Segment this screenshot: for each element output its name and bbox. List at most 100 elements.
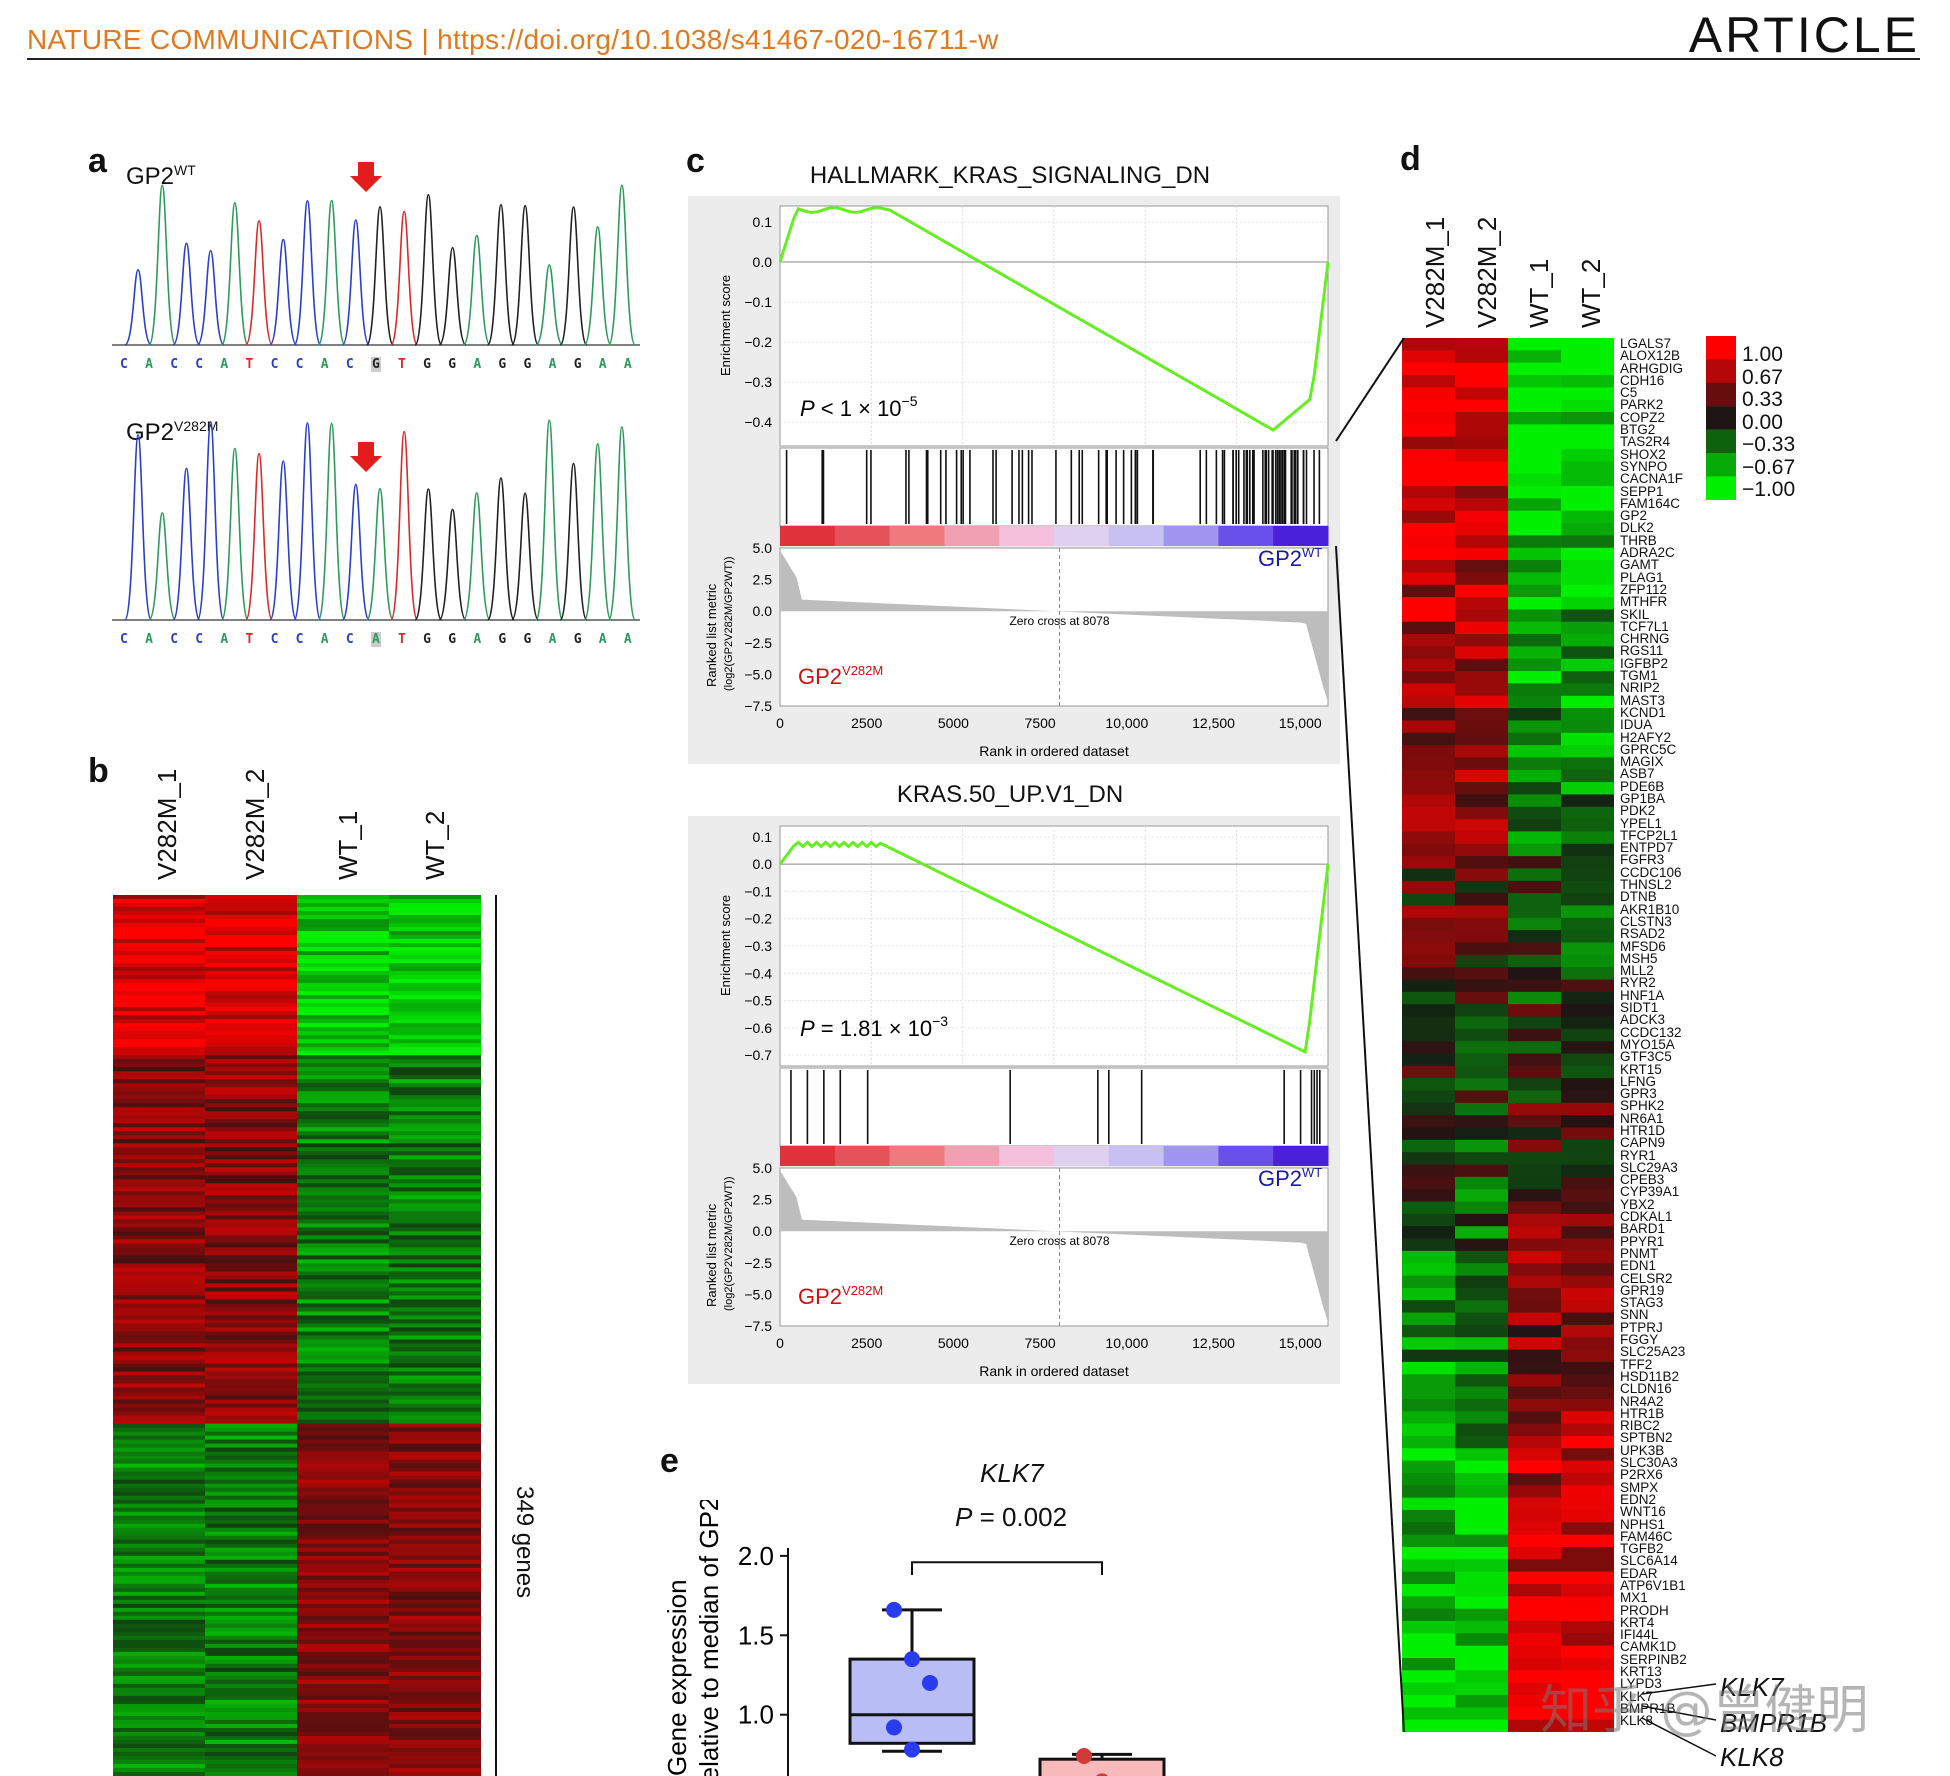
heatmap-cell: [297, 1751, 390, 1757]
heatmap-cell: [1561, 843, 1614, 857]
heatmap-cell: [113, 1667, 206, 1673]
heatmap-cell: [205, 1387, 298, 1393]
heatmap-cell: [113, 1331, 206, 1337]
gene-label: RYR2: [1620, 975, 1656, 991]
heatmap-cell: [389, 1171, 481, 1176]
heatmap-cell: [1561, 547, 1614, 561]
heatmap-cell: [113, 1759, 206, 1765]
heatmap-cell: [389, 1527, 481, 1533]
heatmap-cell: [113, 1695, 206, 1701]
heatmap-cell: [205, 1171, 298, 1176]
heatmap-cell: [297, 1611, 390, 1617]
heatmap-cell: [389, 971, 481, 976]
x-tick-label: 7500: [1025, 1335, 1056, 1351]
heatmap-cell: [205, 1151, 298, 1156]
gene-label: PRODH: [1620, 1602, 1669, 1618]
heatmap-cell: [389, 1055, 481, 1060]
panel-a-label: a: [88, 142, 107, 180]
heatmap-cell: [389, 1219, 481, 1224]
heatmap-cell: [1455, 1657, 1509, 1671]
heatmap-cell: [1508, 1053, 1562, 1067]
base-letter: A: [320, 632, 329, 647]
heatmap-cell: [113, 1475, 206, 1481]
heatmap-cell: [389, 1027, 481, 1032]
heatmap-cell: [1508, 1435, 1562, 1449]
gene-label: SIDT1: [1620, 1000, 1659, 1016]
heatmap-cell: [205, 1515, 298, 1521]
heatmap-cell: [205, 1511, 298, 1517]
rank-gradient-segment: [944, 1146, 1000, 1166]
heatmap-cell: [1561, 1571, 1614, 1585]
heatmap-cell: [1561, 1719, 1614, 1732]
heatmap-cell: [205, 1655, 298, 1661]
heatmap-cell: [1508, 449, 1562, 462]
base-letter: G: [423, 357, 431, 372]
heatmap-cell: [113, 1447, 206, 1453]
heatmap-cell: [1508, 338, 1562, 351]
heatmap-cell: [205, 1043, 298, 1048]
heatmap-cell: [389, 1499, 481, 1505]
heatmap-cell: [205, 1243, 298, 1248]
heatmap-cell: [1561, 658, 1614, 672]
gene-label: SPHK2: [1620, 1098, 1665, 1114]
y-tick-label: 2.0: [738, 1541, 774, 1571]
heatmap-cell: [297, 1599, 390, 1605]
heatmap-cell: [297, 1771, 390, 1776]
heatmap-cell: [113, 1071, 206, 1076]
heatmap-cell: [1402, 1522, 1456, 1536]
heatmap-cell: [1402, 510, 1456, 524]
heatmap-cell: [205, 1503, 298, 1509]
heatmap-cell: [113, 1635, 206, 1641]
heatmap-cell: [1508, 708, 1562, 722]
heatmap-cell: [113, 1643, 206, 1649]
heatmap-cell: [113, 1079, 206, 1084]
ranked-tick-label: 0.0: [753, 1223, 773, 1239]
gene-label: SEPP1: [1620, 483, 1664, 499]
heatmap-cell: [1508, 930, 1562, 944]
heatmap-cell: [1402, 1645, 1456, 1659]
heatmap-cell: [113, 1347, 206, 1353]
ranked-tick-label: −7.5: [744, 1318, 772, 1334]
heatmap-cell: [297, 1271, 390, 1277]
arrow-down-icon: [350, 162, 382, 192]
heatmap-cell: [389, 1619, 481, 1625]
heatmap-cell: [205, 1255, 298, 1261]
heatmap-cell: [1561, 1448, 1614, 1462]
heatmap-cell: [389, 1551, 481, 1557]
data-point: [886, 1719, 902, 1736]
heatmap-cell: [1402, 1374, 1456, 1388]
gene-label: CYP39A1: [1620, 1184, 1680, 1200]
heatmap-cell: [297, 1551, 390, 1557]
heatmap-cell: [1455, 1374, 1509, 1388]
callout-bmpr1b: BMPR1B: [1720, 1708, 1827, 1738]
heatmap-cell: [1455, 498, 1509, 512]
heatmap-cell: [389, 1355, 481, 1361]
heatmap-cell: [1455, 782, 1509, 796]
heatmap-cell: [1561, 1065, 1614, 1079]
chromatogram-peak: [172, 467, 201, 621]
heatmap-cell: [1455, 1065, 1509, 1079]
heatmap-cell: [205, 1643, 298, 1649]
heatmap-cell: [205, 1559, 298, 1565]
heatmap-cell: [1455, 1263, 1509, 1277]
group-label-mutant: GP2V282M: [798, 1283, 883, 1309]
heatmap-cell: [113, 943, 206, 948]
heatmap-cell: [1455, 1509, 1509, 1523]
heatmap-cell: [1402, 942, 1456, 956]
ranked-tick-label: −7.5: [744, 698, 772, 714]
heatmap-cell: [113, 983, 206, 988]
chromatogram-peak: [196, 249, 225, 346]
heatmap-cell: [297, 1671, 390, 1677]
heatmap-cell: [1402, 399, 1456, 413]
base-letter: G: [448, 632, 457, 647]
heatmap-cell: [1561, 646, 1614, 660]
heatmap-cell: [1508, 1078, 1562, 1092]
heatmap-cell: [1561, 362, 1614, 376]
heatmap-cell: [1508, 1608, 1562, 1622]
heatmap-cell: [389, 1495, 481, 1501]
es-tick-label: −0.3: [744, 374, 772, 390]
heatmap-cell: [113, 1343, 206, 1349]
gene-label: COPZ2: [1620, 409, 1666, 425]
heatmap-cell: [297, 1019, 390, 1024]
heatmap-cell: [205, 1375, 298, 1381]
